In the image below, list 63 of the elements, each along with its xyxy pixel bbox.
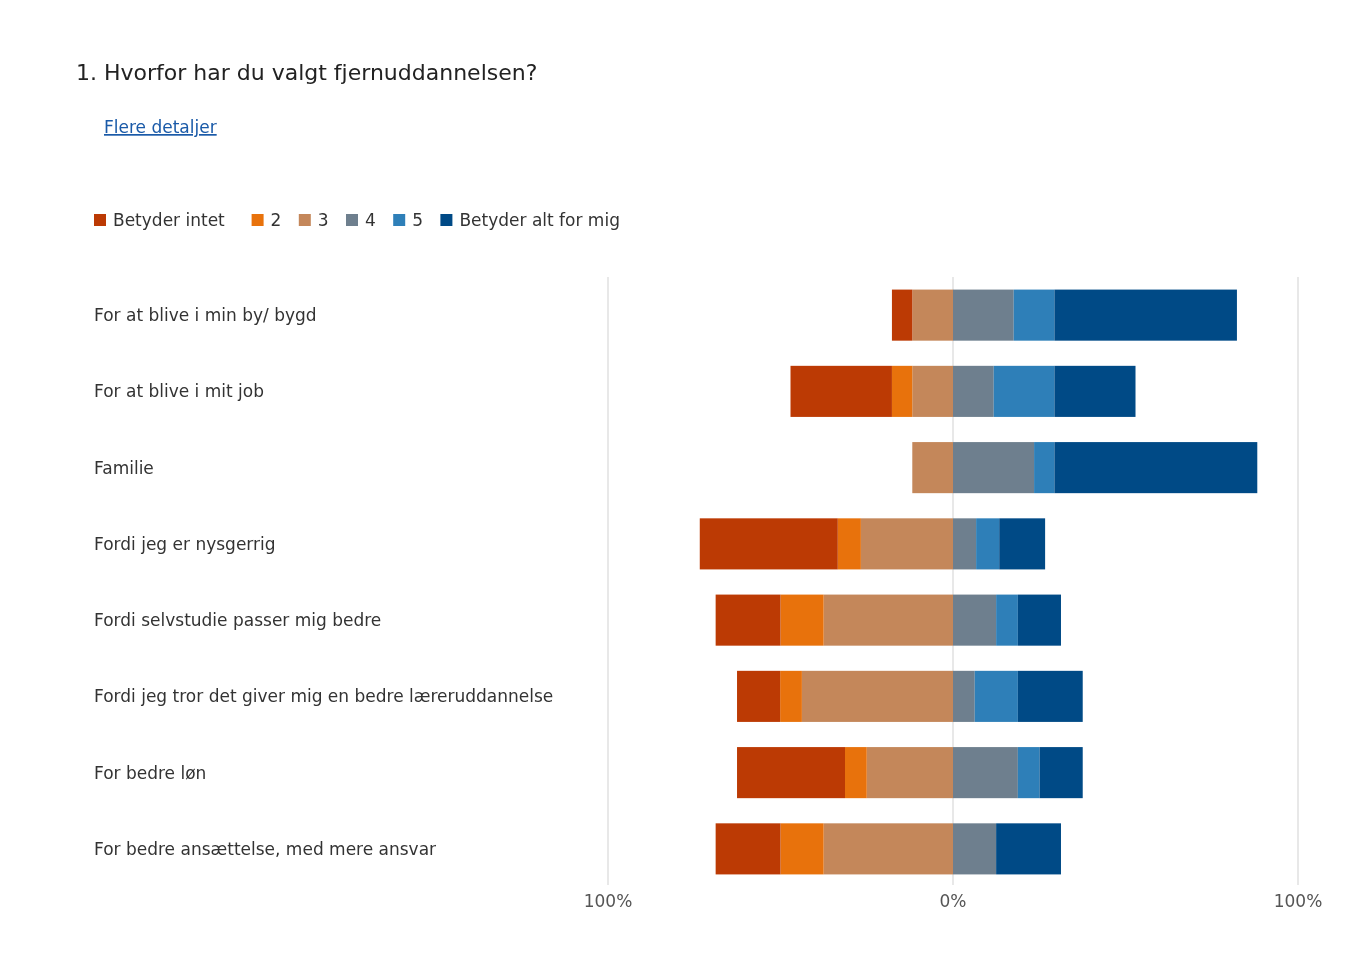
bar — [912, 289, 953, 341]
bar — [801, 670, 953, 722]
bar — [1017, 670, 1083, 722]
bar — [976, 518, 1000, 570]
bar — [996, 594, 1018, 646]
legend-label: Betyder alt for mig — [459, 210, 620, 230]
y-tick-label: For bedre løn — [94, 762, 207, 783]
bar — [912, 365, 953, 417]
y-tick-label: For at blive i mit job — [94, 381, 265, 402]
bar — [912, 442, 953, 494]
bar — [780, 594, 824, 646]
x-tick-label: 100% — [1273, 891, 1323, 911]
bar — [953, 747, 1018, 799]
text: 1. Hvorfor har du valgt fjernuddannelsen? — [76, 60, 538, 85]
bar — [1034, 442, 1055, 494]
bar — [1054, 365, 1136, 417]
bar — [780, 823, 824, 875]
y-tick-label: For at blive i min by/ bygd — [94, 305, 317, 326]
bar — [845, 747, 867, 799]
bar — [999, 518, 1046, 570]
bar — [823, 594, 953, 646]
bar — [996, 823, 1061, 875]
bar — [790, 365, 892, 417]
bar — [1054, 289, 1237, 341]
bar — [715, 823, 781, 875]
bar — [891, 365, 913, 417]
bar — [1017, 747, 1040, 799]
legend-label: 3 — [317, 210, 329, 230]
x-tick-label: 0% — [939, 891, 967, 911]
bar — [953, 823, 997, 875]
bar — [866, 747, 953, 799]
bar — [953, 518, 977, 570]
text: Flere detaljer — [104, 117, 217, 137]
legend-label: Betyder intet — [113, 210, 226, 230]
y-tick-label: For bedre ansættelse, med mere ansvar — [94, 838, 437, 859]
bar — [953, 670, 975, 722]
bar — [1039, 747, 1083, 799]
bar — [891, 289, 913, 341]
y-tick-label: Fordi selvstudie passer mig bedre — [94, 610, 382, 631]
y-tick-label: Fordi jeg tror det giver mig en bedre læreruddannelse — [94, 686, 554, 707]
bar — [837, 518, 861, 570]
bar — [974, 670, 1018, 722]
bar — [715, 594, 781, 646]
bar — [1013, 289, 1055, 341]
bar — [1054, 442, 1258, 494]
y-tick-label: Fordi jeg er nysgerrig — [94, 533, 276, 554]
bar — [953, 594, 997, 646]
legend-label: 4 — [365, 210, 376, 230]
bar — [860, 518, 953, 570]
bar — [737, 747, 846, 799]
bar — [993, 365, 1055, 417]
legend-label: 2 — [270, 210, 282, 230]
bar — [1017, 594, 1061, 646]
bar — [953, 365, 994, 417]
bar — [953, 442, 1035, 494]
bar — [699, 518, 838, 570]
y-tick-label: Familie — [94, 457, 154, 478]
bar — [737, 670, 781, 722]
bar — [953, 289, 1014, 341]
x-tick-label: 100% — [583, 891, 633, 911]
legend-label: 5 — [412, 210, 424, 230]
bar — [780, 670, 802, 722]
bar — [823, 823, 953, 875]
